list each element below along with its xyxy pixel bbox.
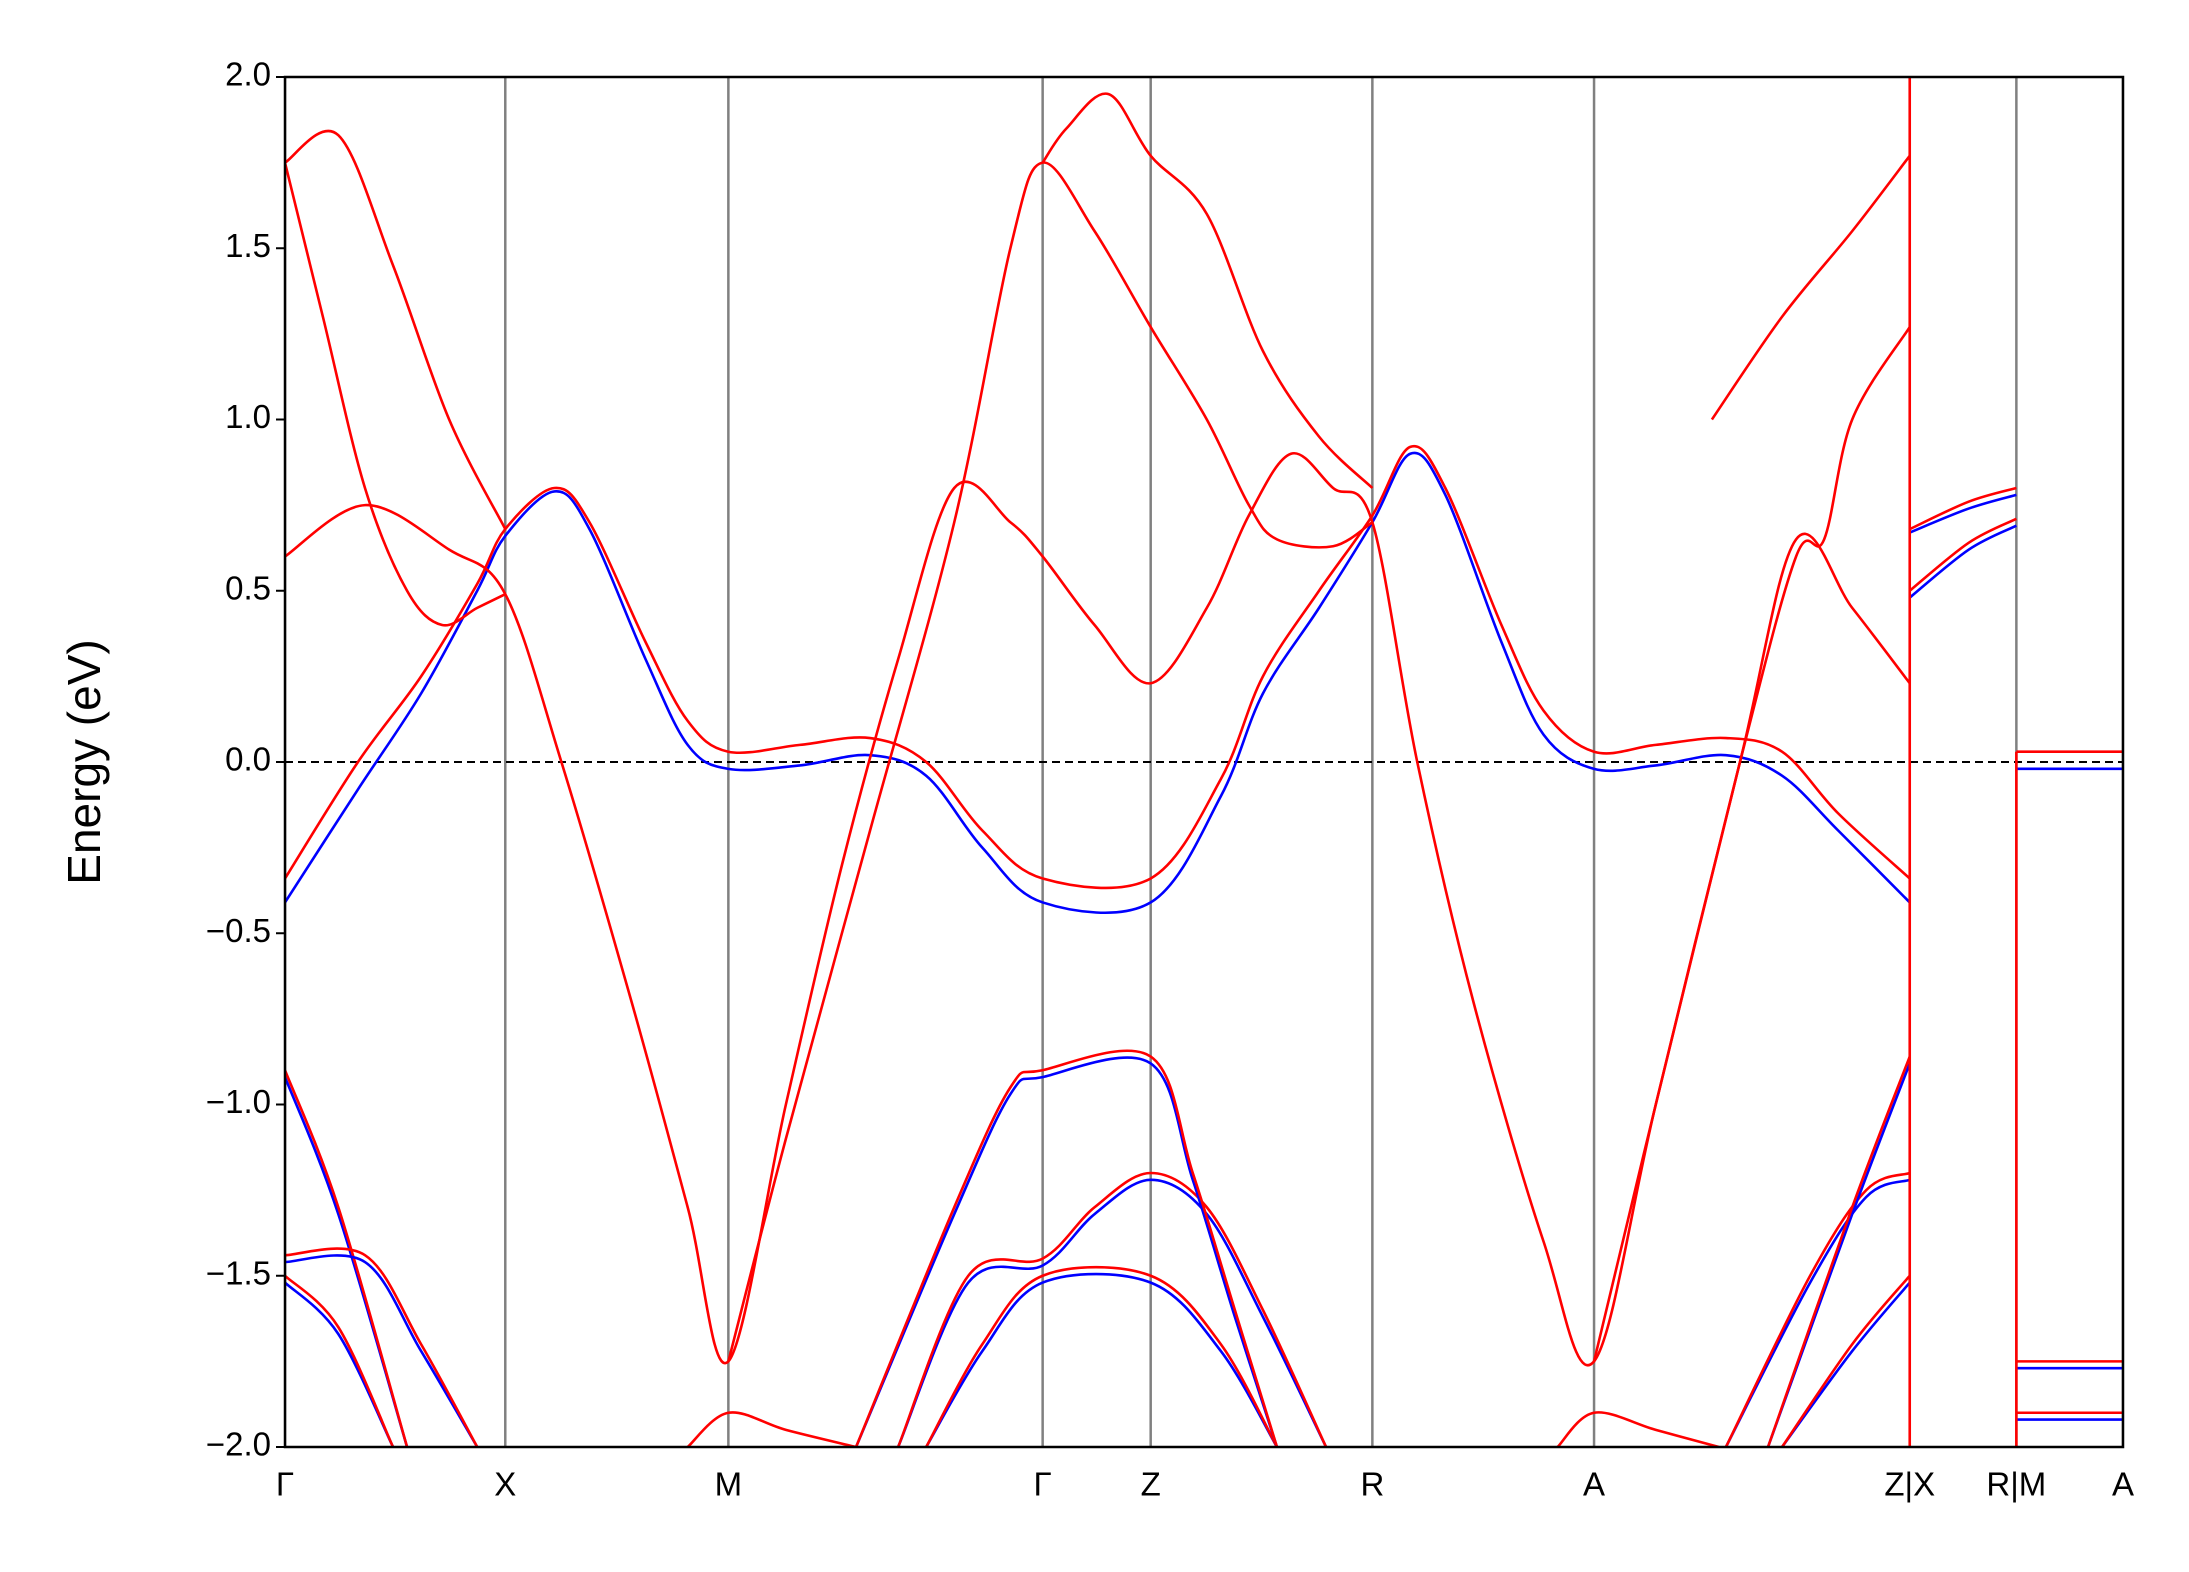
band-line (727, 161, 1374, 1362)
y-tick-label: 2.0 (225, 56, 271, 93)
plot-area (285, 77, 2123, 1447)
y-tick-label: 0.0 (225, 741, 271, 778)
band-line (1909, 486, 2017, 531)
band-line (285, 1247, 479, 1447)
band-line (285, 444, 1911, 890)
y-tick-label: 0.5 (225, 569, 271, 606)
band-line (285, 129, 507, 530)
x-tick-label: R (1360, 1466, 1384, 1503)
band-line (285, 1254, 479, 1447)
band-line (1041, 92, 1374, 489)
band-line (925, 1265, 1279, 1447)
y-tick-label: 1.0 (225, 398, 271, 435)
y-tick-label: −0.5 (206, 912, 271, 949)
x-tick-label: A (2112, 1466, 2134, 1503)
band-line (854, 1056, 1279, 1447)
band-line (686, 1411, 857, 1447)
band-line (285, 451, 1911, 914)
band-line (1724, 1171, 1911, 1447)
x-tick-label: Γ (1034, 1466, 1052, 1503)
band-line (854, 1049, 1279, 1447)
y-axis-label: Energy (eV) (58, 639, 110, 884)
band-line (1908, 517, 2017, 592)
band-line (896, 1178, 1328, 1447)
y-tick-label: 1.5 (225, 227, 271, 264)
x-tick-label: Z|X (1884, 1466, 1935, 1503)
band-line (896, 1171, 1328, 1447)
y-tick-label: −2.0 (206, 1426, 271, 1463)
band-line (1908, 524, 2017, 599)
band-line (285, 1069, 409, 1447)
band-line (925, 1272, 1279, 1447)
band-line (1780, 1274, 1911, 1447)
band-line (285, 162, 506, 627)
band-line (1592, 326, 1911, 1362)
x-tick-label: Z (1141, 1466, 1161, 1503)
x-tick-label: Γ (276, 1466, 294, 1503)
y-tick-label: −1.5 (206, 1254, 271, 1291)
y-tick-label: −1.0 (206, 1083, 271, 1120)
x-tick-label: X (494, 1466, 516, 1503)
x-tick-label: M (715, 1466, 743, 1503)
band-line (1710, 154, 1911, 421)
band-line (285, 1274, 395, 1447)
x-tick-label: A (1583, 1466, 1605, 1503)
band-line (1556, 1411, 1720, 1447)
band-line (1909, 493, 2017, 534)
band-line (1766, 1056, 1911, 1447)
band-line (285, 452, 1911, 1367)
x-tick-label: R|M (1986, 1466, 2046, 1503)
plot-frame (283, 75, 2125, 1449)
